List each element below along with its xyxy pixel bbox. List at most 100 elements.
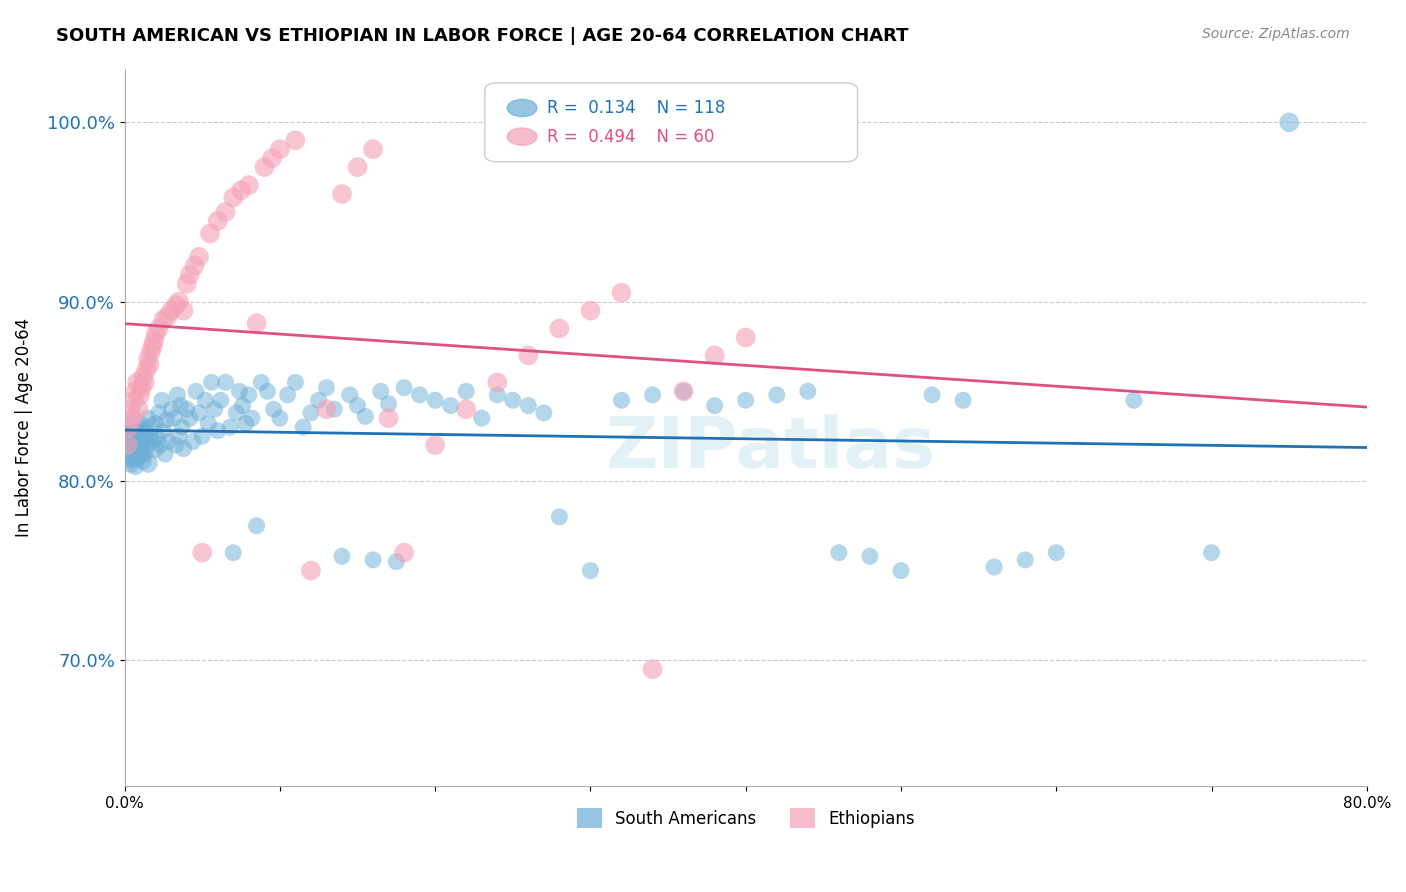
Point <box>262 151 284 165</box>
Point <box>188 250 211 264</box>
Point <box>308 393 330 408</box>
Point <box>124 384 146 399</box>
Point <box>191 546 214 560</box>
Point <box>610 285 633 300</box>
Point <box>250 376 273 390</box>
Point <box>157 309 180 323</box>
Point <box>408 388 430 402</box>
Point <box>346 160 368 174</box>
Point <box>122 434 145 449</box>
Point <box>121 442 143 456</box>
Point <box>157 434 180 449</box>
Point <box>672 384 695 399</box>
Point <box>346 399 368 413</box>
Point <box>734 330 756 344</box>
Point <box>129 449 152 463</box>
Point <box>323 402 346 417</box>
Point <box>392 381 415 395</box>
Point <box>183 259 205 273</box>
Point <box>330 187 353 202</box>
Point <box>131 424 153 438</box>
Text: Source: ZipAtlas.com: Source: ZipAtlas.com <box>1202 27 1350 41</box>
Point <box>703 348 725 362</box>
Point <box>828 546 851 560</box>
Point <box>146 431 169 445</box>
Point <box>136 411 159 425</box>
Point <box>222 546 245 560</box>
Point <box>129 388 152 402</box>
Point <box>129 427 152 442</box>
Point <box>209 393 232 408</box>
Point <box>641 388 664 402</box>
Point <box>198 227 221 241</box>
Point <box>128 450 150 465</box>
Point <box>128 402 150 417</box>
Point <box>179 411 201 425</box>
Point <box>188 406 211 420</box>
Point <box>165 298 187 312</box>
Point <box>120 456 142 470</box>
Point <box>152 312 174 326</box>
Point <box>143 334 166 348</box>
Point <box>269 411 291 425</box>
Text: R =  0.494    N = 60: R = 0.494 N = 60 <box>547 128 714 145</box>
Point <box>246 316 269 330</box>
Point <box>122 452 145 467</box>
Point <box>165 438 187 452</box>
Point <box>292 420 315 434</box>
Point <box>138 358 160 372</box>
Point <box>125 429 148 443</box>
Point <box>1122 393 1144 408</box>
Point <box>124 459 146 474</box>
Point <box>136 456 159 470</box>
Point <box>392 546 415 560</box>
Point <box>269 142 291 156</box>
Point <box>377 411 399 425</box>
Point <box>200 376 222 390</box>
Point <box>214 376 236 390</box>
Point <box>160 402 183 417</box>
Point <box>117 438 139 452</box>
Point <box>232 399 254 413</box>
Point <box>1278 115 1301 129</box>
Point <box>214 205 236 219</box>
Point <box>486 376 509 390</box>
Point <box>240 411 263 425</box>
Point <box>136 351 159 366</box>
Point <box>124 420 146 434</box>
Point <box>517 348 540 362</box>
Point <box>672 384 695 399</box>
Point <box>160 303 183 318</box>
Point <box>135 363 157 377</box>
Point <box>145 326 167 341</box>
Point <box>139 344 162 359</box>
Point <box>153 447 176 461</box>
Point <box>184 384 207 399</box>
Text: SOUTH AMERICAN VS ETHIOPIAN IN LABOR FORCE | AGE 20-64 CORRELATION CHART: SOUTH AMERICAN VS ETHIOPIAN IN LABOR FOR… <box>56 27 908 45</box>
Point <box>176 277 198 291</box>
Point <box>169 399 191 413</box>
Point <box>228 384 250 399</box>
Point <box>167 429 190 443</box>
Point <box>238 388 260 402</box>
Point <box>765 388 787 402</box>
Point <box>921 388 943 402</box>
Point <box>131 381 153 395</box>
Point <box>120 402 142 417</box>
Point <box>170 420 193 434</box>
Point <box>131 443 153 458</box>
Point <box>315 381 337 395</box>
Point <box>134 425 156 440</box>
Point <box>703 399 725 413</box>
Point <box>148 406 170 420</box>
Point <box>734 393 756 408</box>
Point <box>204 402 226 417</box>
Point <box>134 376 156 390</box>
Point <box>149 438 172 452</box>
Point <box>256 384 278 399</box>
Point <box>425 393 447 408</box>
FancyBboxPatch shape <box>485 83 858 161</box>
Point <box>533 406 555 420</box>
Point <box>124 440 146 454</box>
Point <box>166 388 188 402</box>
